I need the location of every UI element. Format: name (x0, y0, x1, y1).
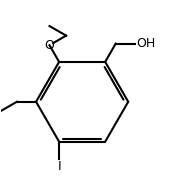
Text: I: I (57, 160, 61, 173)
Text: OH: OH (136, 37, 155, 50)
Text: O: O (45, 39, 54, 52)
